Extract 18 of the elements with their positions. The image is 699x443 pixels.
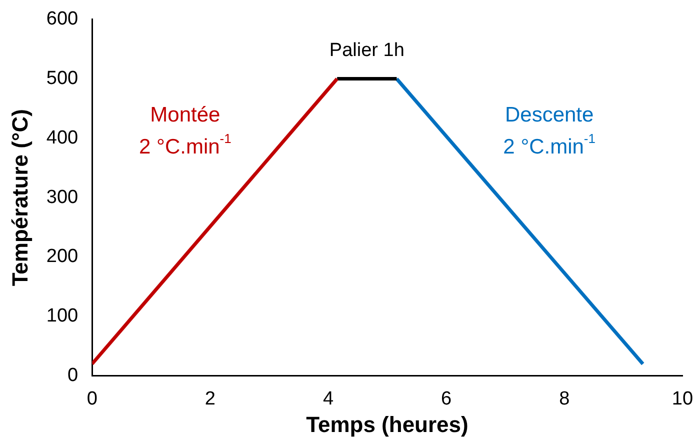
y-tick-label: 300 xyxy=(46,186,78,208)
y-tick-label: 200 xyxy=(46,246,78,268)
y-tick-label: 100 xyxy=(46,306,78,327)
text: Descente xyxy=(504,104,594,127)
y-axis-title: Température (°C) xyxy=(7,109,32,286)
x-tick-label: 2 xyxy=(204,388,216,410)
x-axis-title: Temps (heures) xyxy=(306,412,468,437)
text: Montée xyxy=(150,104,220,127)
y-tick-label: 0 xyxy=(68,365,78,386)
x-tick-label: 0 xyxy=(86,388,98,410)
x-tick-label: 6 xyxy=(441,388,452,410)
x-tick-label: 10 xyxy=(672,388,694,410)
y-tick-label: 500 xyxy=(46,68,78,90)
series-label: Palier 1h xyxy=(329,40,404,62)
y-tick-label: 600 xyxy=(46,8,78,30)
y-tick-label: 400 xyxy=(46,127,78,148)
x-tick-label: 4 xyxy=(322,388,334,410)
x-tick-label: 8 xyxy=(559,388,570,410)
